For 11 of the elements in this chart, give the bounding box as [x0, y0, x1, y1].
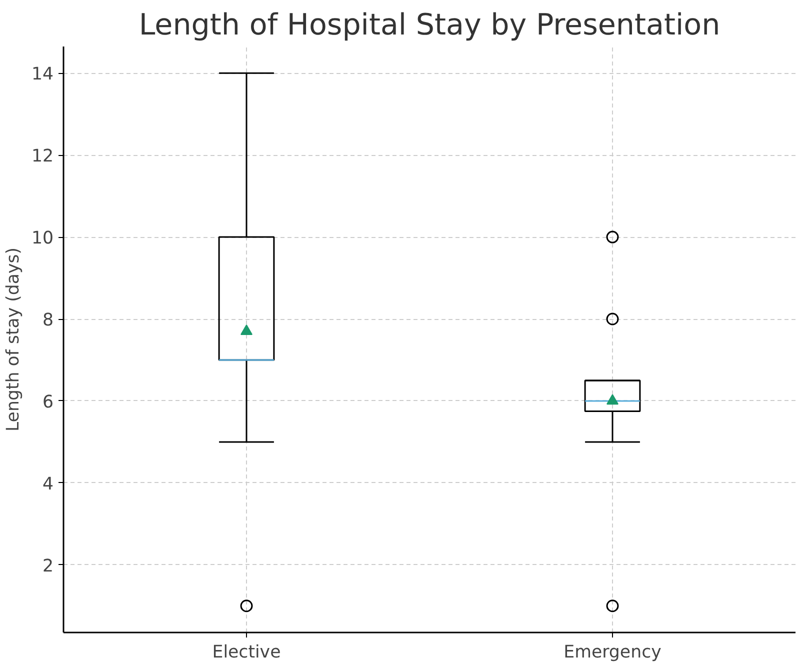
y-tick-label: 6 — [42, 392, 54, 412]
y-tick-label: 10 — [31, 228, 54, 249]
x-tick-label: Emergency — [564, 642, 662, 662]
y-axis-title: Length of stay (days) — [3, 247, 24, 432]
y-tick-label: 4 — [42, 474, 54, 494]
y-tick-label: 12 — [31, 146, 54, 167]
chart-title: Length of Hospital Stay by Presentation — [138, 8, 720, 42]
y-tick-label: 2 — [42, 556, 54, 576]
x-tick-label: Elective — [212, 642, 281, 662]
y-tick-label: 14 — [31, 64, 54, 85]
y-tick-label: 8 — [42, 310, 54, 331]
